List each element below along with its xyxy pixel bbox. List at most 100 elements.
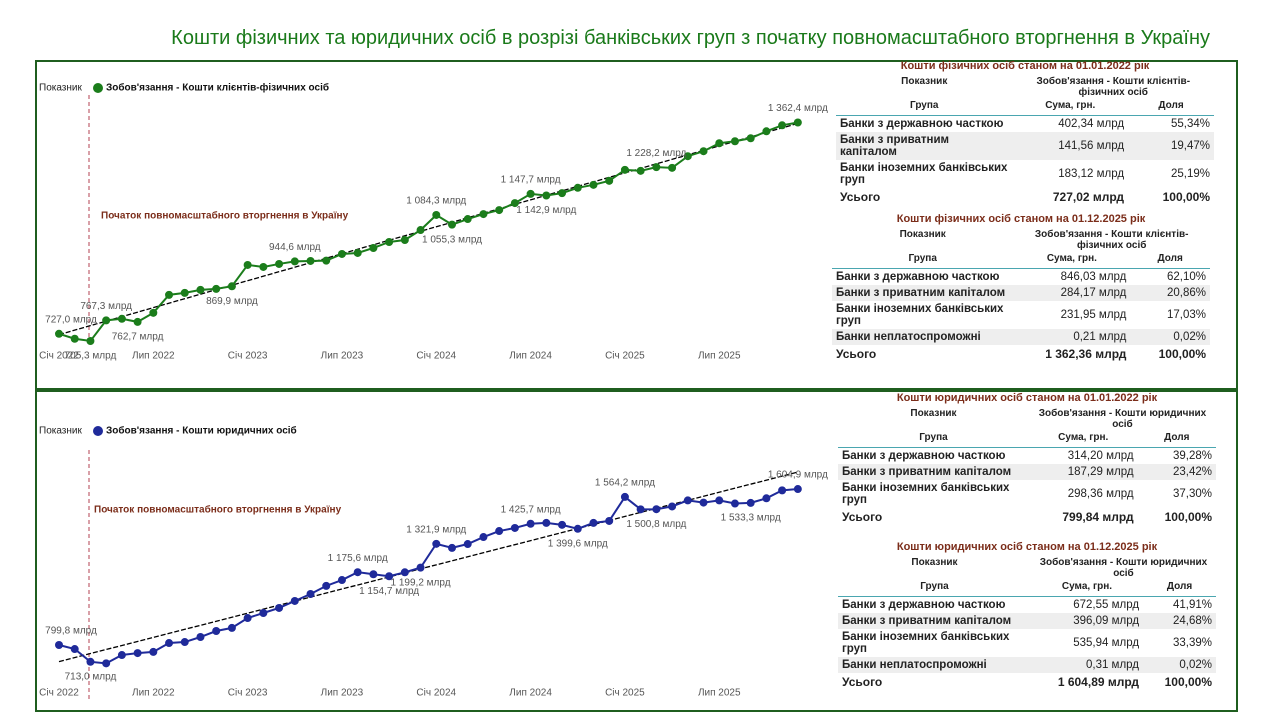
header-cell: Сума, грн.: [1012, 99, 1129, 116]
data-point: [400, 236, 409, 245]
data-point: [479, 533, 488, 542]
data-point: [400, 568, 409, 577]
table-cell: 846,03 млрд: [1060, 271, 1127, 283]
header-row: Показник Зобов'язання - Кошти клієнтів-фі…: [836, 75, 1214, 99]
data-point: [290, 596, 299, 605]
data-point: [793, 118, 802, 127]
data-label: 1 199,2 млрд: [391, 577, 451, 588]
panel: [35, 390, 1238, 712]
x-tick-label: Лип 2024: [509, 351, 552, 362]
table-cell: 402,34 млрд: [1058, 118, 1125, 130]
table-cell: 799,84 млрд: [1062, 510, 1134, 524]
header-cell: Показник: [901, 76, 948, 87]
data-point: [510, 523, 519, 532]
header-cell: Група: [836, 99, 1013, 116]
data-label: 1 147,7 млрд: [501, 175, 561, 186]
table-cell: Усього: [842, 510, 883, 524]
table-row: Банки іноземних банківських груп 298,36 м…: [838, 480, 1216, 508]
data-label: 1 228,2 млрд: [626, 148, 686, 159]
x-tick-label: Лип 2022: [132, 688, 175, 699]
table-cell: Усього: [842, 675, 883, 689]
data-point: [668, 163, 677, 172]
total-row: Усього 799,84 млрд 100,00%: [838, 508, 1216, 526]
data-point: [636, 166, 645, 175]
data-label: 727,0 млрд: [45, 314, 97, 325]
table-cell: 396,09 млрд: [1030, 613, 1144, 629]
table-cell: Банки з приватним капіталом: [836, 132, 1013, 160]
table-row: Банки з приватним капіталом 396,09 млрд 24…: [838, 613, 1216, 629]
legend-label: Зобов'язання - Кошти юридичних осіб: [106, 425, 297, 437]
table-cell: 25,19%: [1170, 168, 1210, 180]
data-point: [149, 647, 158, 656]
table-cell: Банки іноземних банківських груп: [842, 482, 1010, 506]
header-cell: Показник: [899, 229, 946, 240]
data-label: 762,7 млрд: [112, 332, 164, 343]
x-tick-label: Січ 2024: [416, 688, 456, 699]
data-point: [699, 147, 708, 156]
data-point: [448, 543, 456, 552]
data-point: [605, 516, 614, 525]
data-point: [589, 518, 598, 527]
table-cell: Усього: [840, 190, 881, 204]
page-title: Кошти фізичних та юридичних осіб в розрі…: [171, 27, 1210, 49]
table-block: Кошти фізичних осіб станом на 01.12.2025…: [832, 213, 1210, 363]
data-point: [259, 262, 268, 271]
header-row: Група Сума, грн. Доля: [836, 99, 1214, 116]
table-cell: 231,95 млрд: [1060, 309, 1127, 321]
data-point: [762, 494, 771, 503]
table-cell: Банки іноземних банківських груп: [842, 631, 1010, 655]
data-point: [196, 285, 205, 294]
data-point: [652, 505, 661, 514]
data-label: 1 425,7 млрд: [501, 504, 561, 515]
table-cell: Банки з державною часткою: [836, 271, 1000, 283]
header-cell: Група: [838, 580, 1031, 597]
table-cell: 33,39%: [1172, 637, 1212, 649]
data-point: [306, 256, 315, 265]
data-label: 1 175,6 млрд: [328, 553, 388, 564]
data-point: [636, 505, 645, 514]
x-tick-label: Січ 2023: [228, 351, 268, 362]
table-row: Банки з приватним капіталом 187,29 млрд 23…: [838, 464, 1216, 480]
data-point: [715, 139, 724, 148]
data-point: [683, 152, 692, 161]
table-block: Кошти фізичних осіб станом на 01.01.2022…: [836, 60, 1214, 206]
data-point: [275, 603, 284, 612]
data-point: [102, 659, 111, 668]
data-point: [526, 189, 535, 198]
data-point: [55, 329, 63, 338]
table-row: Банки іноземних банківських груп 231,95 м…: [832, 301, 1210, 329]
data-label: 1 055,3 млрд: [422, 234, 482, 245]
data-label: 799,8 млрд: [45, 626, 97, 637]
table-cell: 100,00%: [1162, 190, 1210, 204]
x-tick-label: Січ 2025: [605, 688, 645, 699]
table: Показник Зобов'язання - Кошти юридичних о…: [838, 407, 1216, 526]
data-point: [322, 256, 331, 265]
annotation: Початок повномасштабного вторгнення в Ук…: [101, 210, 349, 222]
data-point: [683, 496, 692, 505]
data-point: [730, 137, 739, 146]
table-row: Банки неплатоспроможні 0,21 млрд 0,02%: [832, 329, 1210, 345]
table-cell: 23,42%: [1137, 464, 1216, 480]
data-label: 1 533,3 млрд: [721, 513, 781, 524]
table-cell: Банки з приватним капіталом: [838, 464, 1029, 480]
data-point: [133, 317, 142, 326]
data-point: [133, 649, 142, 658]
header-cell: Сума, грн.: [1028, 431, 1138, 448]
table-row: Банки з державною часткою 846,03 млрд 62,1…: [832, 269, 1210, 286]
data-point: [416, 563, 425, 572]
trend-line: [58, 471, 799, 663]
table-row: Банки з державною часткою 402,34 млрд 55,3…: [836, 116, 1214, 133]
data-point: [180, 288, 189, 297]
x-tick-label: Лип 2024: [509, 688, 552, 699]
x-tick-label: Січ 2022: [39, 351, 79, 362]
table-cell: 0,31 млрд: [1030, 657, 1144, 673]
table-cell: 141,56 млрд: [1012, 132, 1129, 160]
data-point: [432, 539, 441, 548]
table-row: Банки з приватним капіталом 284,17 млрд 20…: [832, 285, 1210, 301]
data-point: [573, 524, 582, 533]
header-cell: Показник: [911, 557, 958, 568]
table: Показник Зобов'язання - Кошти юридичних о…: [838, 556, 1216, 691]
data-point: [573, 183, 582, 192]
table-cell: Банки з державною часткою: [842, 450, 1006, 462]
data-point: [778, 486, 787, 495]
